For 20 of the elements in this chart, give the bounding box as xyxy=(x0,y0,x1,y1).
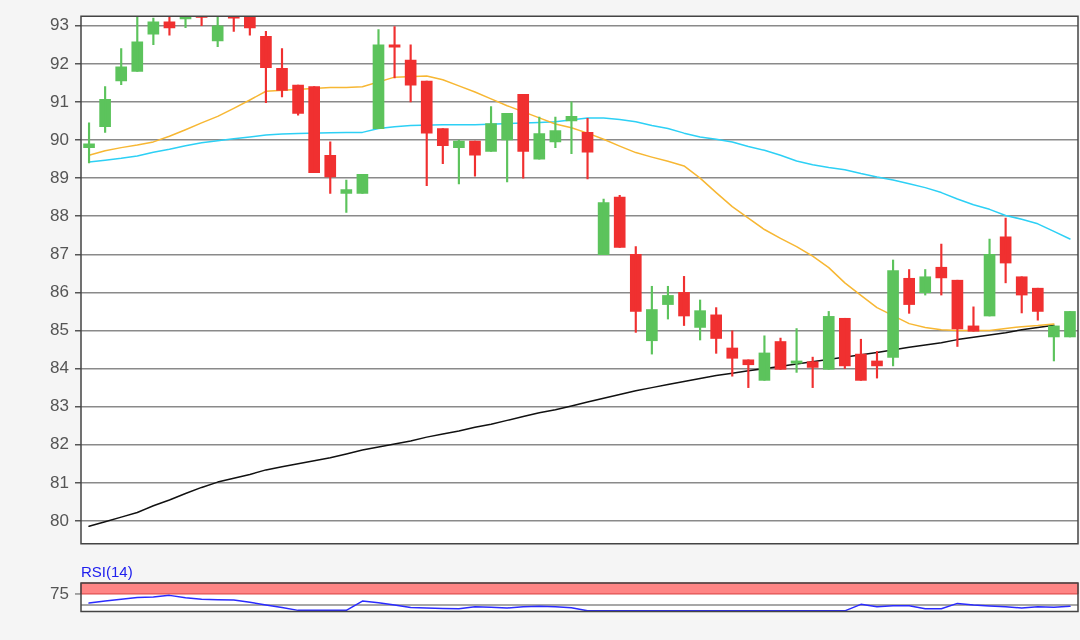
y-tick-label: 83 xyxy=(50,396,69,416)
y-tick-label: 80 xyxy=(50,510,69,530)
y-tick-label: 92 xyxy=(50,53,69,73)
y-tick-label: 87 xyxy=(50,243,69,263)
y-tick-label: 81 xyxy=(50,472,69,492)
candlestick xyxy=(356,173,369,194)
y-tick-label: 88 xyxy=(50,205,69,225)
y-tick-label: 91 xyxy=(50,91,69,111)
y-tick-label: 90 xyxy=(50,129,69,149)
candlestick xyxy=(308,86,320,174)
y-tick-label: 82 xyxy=(50,434,69,454)
text: 75 xyxy=(50,583,69,603)
chart-title: RSI(14) xyxy=(81,562,133,580)
candlestick xyxy=(83,122,95,164)
y-tick-label: 86 xyxy=(50,282,69,302)
y-tick-label: 85 xyxy=(50,320,69,340)
candlestick xyxy=(1064,311,1076,338)
y-tick-label: 89 xyxy=(50,167,69,187)
y-tick-label: 93 xyxy=(50,15,69,35)
y-tick-label: 84 xyxy=(50,358,69,378)
